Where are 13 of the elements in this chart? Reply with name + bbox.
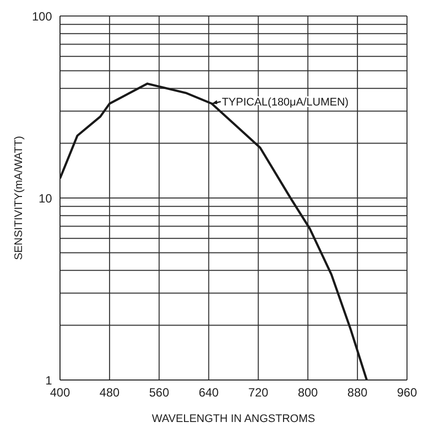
x-tick-label: 560 bbox=[149, 386, 170, 400]
y-tick-label: 1 bbox=[45, 373, 52, 388]
x-axis-title: WAVELENGTH IN ANGSTROMS bbox=[152, 413, 316, 425]
y-axis-title: SENSITIVITY(mA/WATT) bbox=[12, 136, 25, 260]
y-tick-label: 10 bbox=[38, 191, 52, 206]
x-tick-label: 960 bbox=[396, 386, 418, 400]
x-tick-label: 720 bbox=[248, 386, 269, 400]
x-tick-label: 880 bbox=[347, 386, 368, 400]
x-tick-label: 800 bbox=[298, 386, 318, 400]
y-tick-label: 100 bbox=[32, 9, 52, 24]
x-tick-label: 640 bbox=[198, 386, 220, 400]
x-tick-label: 400 bbox=[50, 386, 70, 400]
x-tick-label: 480 bbox=[100, 386, 120, 400]
